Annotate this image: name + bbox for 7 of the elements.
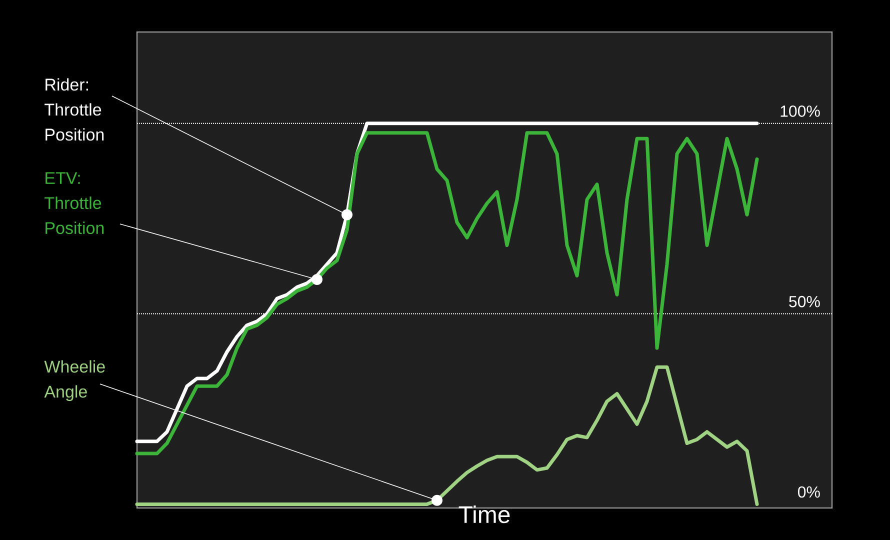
text: ETV: Throttle Position xyxy=(44,172,104,234)
x-axis-title: Time xyxy=(458,506,510,524)
text: Rider: Throttle Position xyxy=(44,78,104,141)
text: Wheelie Angle xyxy=(44,360,105,402)
y-tick-label: 100% xyxy=(780,106,820,117)
y-tick-label: 50% xyxy=(789,296,820,308)
y-tick-label: 0% xyxy=(798,486,820,498)
